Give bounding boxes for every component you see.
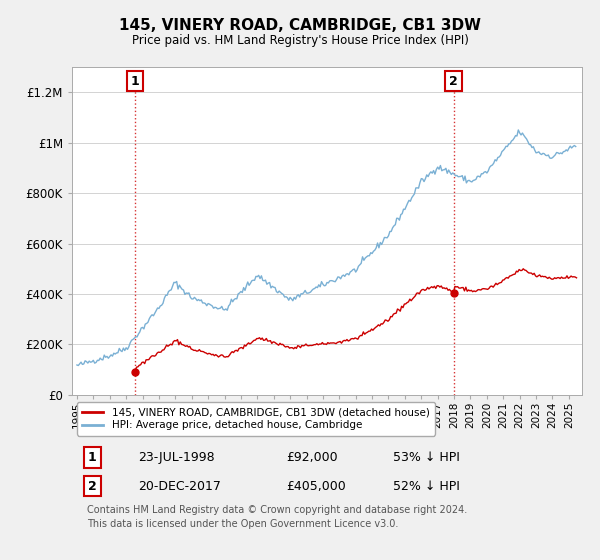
Text: 145, VINERY ROAD, CAMBRIDGE, CB1 3DW: 145, VINERY ROAD, CAMBRIDGE, CB1 3DW — [119, 18, 481, 32]
Text: Contains HM Land Registry data © Crown copyright and database right 2024.
This d: Contains HM Land Registry data © Crown c… — [88, 506, 467, 529]
Text: 53% ↓ HPI: 53% ↓ HPI — [394, 451, 460, 464]
Text: 2: 2 — [88, 480, 97, 493]
Text: 1: 1 — [88, 451, 97, 464]
Legend: 145, VINERY ROAD, CAMBRIDGE, CB1 3DW (detached house), HPI: Average price, detac: 145, VINERY ROAD, CAMBRIDGE, CB1 3DW (de… — [77, 402, 434, 436]
Text: 2: 2 — [449, 74, 458, 87]
Text: 1: 1 — [131, 74, 140, 87]
Text: 20-DEC-2017: 20-DEC-2017 — [139, 480, 221, 493]
Text: Price paid vs. HM Land Registry's House Price Index (HPI): Price paid vs. HM Land Registry's House … — [131, 34, 469, 48]
Text: 52% ↓ HPI: 52% ↓ HPI — [394, 480, 460, 493]
Text: 23-JUL-1998: 23-JUL-1998 — [139, 451, 215, 464]
Text: £405,000: £405,000 — [286, 480, 346, 493]
Text: £92,000: £92,000 — [286, 451, 338, 464]
